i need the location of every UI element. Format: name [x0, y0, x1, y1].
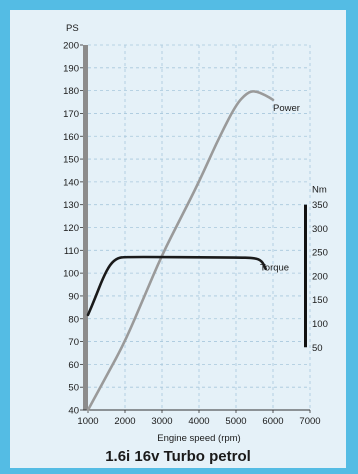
chart-panel — [10, 10, 346, 468]
left-tick-label: 150 — [63, 155, 79, 166]
left-tick-label: 120 — [63, 223, 79, 234]
left-tick-label: 50 — [68, 383, 79, 394]
left-tick-label: 140 — [63, 177, 79, 188]
right-tick-label: 300 — [312, 224, 328, 235]
left-tick-label: 40 — [68, 406, 79, 417]
right-tick-label: 100 — [312, 319, 328, 330]
left-tick-label: 60 — [68, 360, 79, 371]
power-series-label: Power — [273, 103, 300, 114]
x-tick-label: 6000 — [262, 416, 283, 427]
series-lines — [86, 90, 275, 412]
right-tick-label: 50 — [312, 343, 323, 354]
x-tick-label: 3000 — [151, 416, 172, 427]
power-line — [86, 90, 275, 412]
left-axis-unit: PS — [66, 23, 79, 34]
left-tick-label: 110 — [64, 246, 79, 257]
left-tick-label: 180 — [63, 86, 79, 97]
left-axis-bar — [83, 45, 88, 410]
chart-title: 1.6i 16v Turbo petrol — [105, 448, 251, 465]
left-tick-label: 90 — [68, 291, 79, 302]
tick-labels: 40 50 60 70 80 90 100 110 120 130 140 150 160 170 180 1… — [63, 41, 328, 428]
x-tick-label: 2000 — [114, 416, 135, 427]
left-tick-label: 190 — [63, 63, 79, 74]
left-tick-label: 100 — [63, 269, 79, 280]
x-tick-label: 5000 — [225, 416, 246, 427]
left-tick-label: 160 — [63, 132, 79, 143]
left-tick-label: 70 — [68, 337, 79, 348]
left-tick-label: 170 — [63, 109, 79, 120]
right-axis-bar — [304, 204, 307, 348]
grid — [88, 44, 311, 410]
left-tick-label: 200 — [63, 41, 79, 52]
right-tick-label: 150 — [312, 295, 328, 306]
torque-series-label: Torque — [260, 262, 289, 273]
torque-line — [86, 255, 267, 317]
right-tick-label: 250 — [312, 248, 328, 259]
right-tick-label: 200 — [312, 271, 328, 282]
x-axis-label: Engine speed (rpm) — [157, 433, 240, 444]
axes — [83, 45, 310, 411]
x-tick-label: 4000 — [188, 416, 209, 427]
left-tick-label: 80 — [68, 314, 79, 325]
left-tick-label: 130 — [63, 200, 79, 211]
x-tick-label: 7000 — [299, 416, 320, 427]
right-axis-unit: Nm — [312, 185, 327, 196]
x-tick-label: 1000 — [77, 416, 98, 427]
right-tick-label: 350 — [312, 200, 328, 211]
